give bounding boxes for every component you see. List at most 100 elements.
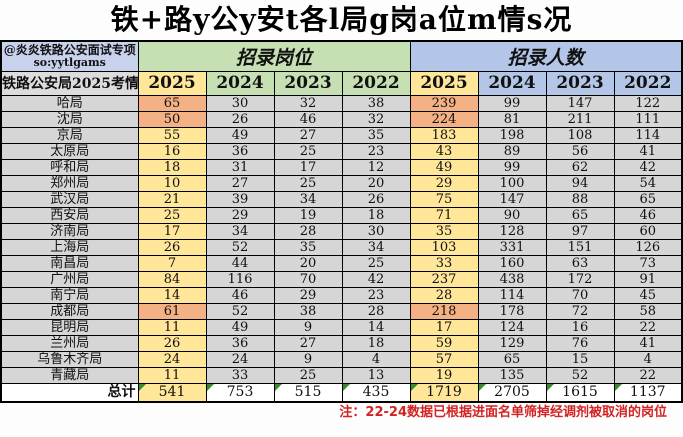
value-cell: 46	[273, 110, 343, 128]
comment-triangle-icon	[547, 384, 554, 391]
bureau-name-cell: 上海局	[0, 238, 139, 256]
year-header-positions-2025: 2025	[137, 70, 207, 96]
value-cell: 15	[545, 350, 615, 368]
row-label-cell: 铁路公安局2025考情	[0, 70, 139, 96]
year-header-people-2024: 2024	[477, 70, 547, 96]
value-cell: 160	[477, 254, 547, 272]
value-cell: 88	[545, 190, 615, 208]
value-cell: 65	[545, 206, 615, 224]
value-cell: 19	[409, 366, 479, 384]
recruitment-table: @炎炎铁路公安面试专项 so:yytlgams 招录岗位 招录人数 铁路公安局2…	[0, 40, 683, 403]
value-cell: 34	[205, 222, 275, 240]
bureau-name-cell: 南宁局	[0, 286, 139, 304]
value-cell: 30	[205, 94, 275, 112]
value-cell: 41	[613, 334, 683, 352]
total-value-cell: 541	[137, 382, 207, 403]
value-cell: 178	[477, 302, 547, 320]
value-cell: 65	[613, 190, 683, 208]
value-cell: 103	[409, 238, 479, 256]
value-cell: 27	[273, 334, 343, 352]
value-cell: 16	[137, 142, 207, 160]
value-cell: 11	[137, 366, 207, 384]
value-cell: 49	[205, 126, 275, 144]
value-cell: 56	[545, 142, 615, 160]
value-cell: 28	[273, 222, 343, 240]
table-row: 西安局 25 29 19 18 71 90 65 46	[0, 206, 683, 224]
value-cell: 21	[137, 190, 207, 208]
value-cell: 25	[273, 366, 343, 384]
total-value-cell: 435	[341, 382, 411, 403]
group-header-positions: 招录岗位	[137, 40, 411, 72]
value-cell: 41	[613, 142, 683, 160]
value-cell: 151	[545, 238, 615, 256]
table-row: 南宁局 14 46 29 23 28 114 70 45	[0, 286, 683, 304]
value-cell: 71	[409, 206, 479, 224]
table-row: 武汉局 21 39 34 26 75 147 88 65	[0, 190, 683, 208]
value-cell: 49	[409, 158, 479, 176]
table-row: 昆明局 11 49 9 14 17 124 16 22	[0, 318, 683, 336]
total-value-cell: 515	[273, 382, 343, 403]
comment-triangle-icon	[479, 384, 486, 391]
bureau-name-cell: 郑州局	[0, 174, 139, 192]
value-cell: 9	[273, 318, 343, 336]
value-cell: 42	[613, 158, 683, 176]
value-cell: 84	[137, 270, 207, 288]
value-cell: 135	[477, 366, 547, 384]
value-cell: 61	[137, 302, 207, 320]
source-line2: so:yytlgams	[33, 56, 106, 70]
value-cell: 198	[477, 126, 547, 144]
total-label-cell: 总计	[0, 382, 139, 403]
table-row: 兰州局 26 36 27 18 59 129 76 41	[0, 334, 683, 352]
comment-triangle-icon	[275, 384, 282, 391]
value-cell: 4	[341, 350, 411, 368]
group-header-people: 招录人数	[409, 40, 683, 72]
value-cell: 28	[341, 302, 411, 320]
bureau-name-cell: 太原局	[0, 142, 139, 160]
value-cell: 25	[341, 254, 411, 272]
value-cell: 19	[273, 206, 343, 224]
value-cell: 18	[341, 334, 411, 352]
table-row: 南昌局 7 44 20 25 33 160 63 73	[0, 254, 683, 272]
value-cell: 90	[477, 206, 547, 224]
value-cell: 18	[341, 206, 411, 224]
table-header: @炎炎铁路公安面试专项 so:yytlgams 招录岗位 招录人数 铁路公安局2…	[0, 40, 683, 96]
value-cell: 70	[273, 270, 343, 288]
value-cell: 128	[477, 222, 547, 240]
value-cell: 438	[477, 270, 547, 288]
year-header-row: 铁路公安局2025考情 2025 2024 2023 2022 2025 202…	[0, 70, 683, 96]
table-body: 哈局 65 30 32 38 239 99 147 122 沈局 50 26 46 32 224 81 211 1…	[0, 94, 683, 403]
bureau-name-cell: 兰州局	[0, 334, 139, 352]
value-cell: 60	[613, 222, 683, 240]
value-cell: 28	[409, 286, 479, 304]
table-row: 太原局 16 36 25 23 43 89 56 41	[0, 142, 683, 160]
bureau-name-cell: 呼和局	[0, 158, 139, 176]
value-cell: 116	[205, 270, 275, 288]
value-cell: 16	[545, 318, 615, 336]
value-cell: 38	[273, 302, 343, 320]
value-cell: 65	[477, 350, 547, 368]
bureau-name-cell: 青藏局	[0, 366, 139, 384]
page-title: 铁+路y公y安t各l局g岗a位m情s况	[110, 3, 573, 36]
value-cell: 31	[205, 158, 275, 176]
value-cell: 32	[273, 94, 343, 112]
year-header-people-2023: 2023	[545, 70, 615, 96]
value-cell: 29	[273, 286, 343, 304]
bureau-name-cell: 成都局	[0, 302, 139, 320]
comment-triangle-icon	[343, 384, 350, 391]
value-cell: 24	[205, 350, 275, 368]
value-cell: 183	[409, 126, 479, 144]
year-header-positions-2022: 2022	[341, 70, 411, 96]
value-cell: 29	[409, 174, 479, 192]
value-cell: 239	[409, 94, 479, 112]
value-cell: 211	[545, 110, 615, 128]
value-cell: 172	[545, 270, 615, 288]
value-cell: 43	[409, 142, 479, 160]
value-cell: 38	[341, 94, 411, 112]
value-cell: 81	[477, 110, 547, 128]
value-cell: 36	[205, 142, 275, 160]
bureau-name-cell: 乌鲁木齐局	[0, 350, 139, 368]
value-cell: 26	[137, 238, 207, 256]
bureau-name-cell: 沈局	[0, 110, 139, 128]
table-row: 上海局 26 52 35 34 103 331 151 126	[0, 238, 683, 256]
value-cell: 23	[341, 286, 411, 304]
